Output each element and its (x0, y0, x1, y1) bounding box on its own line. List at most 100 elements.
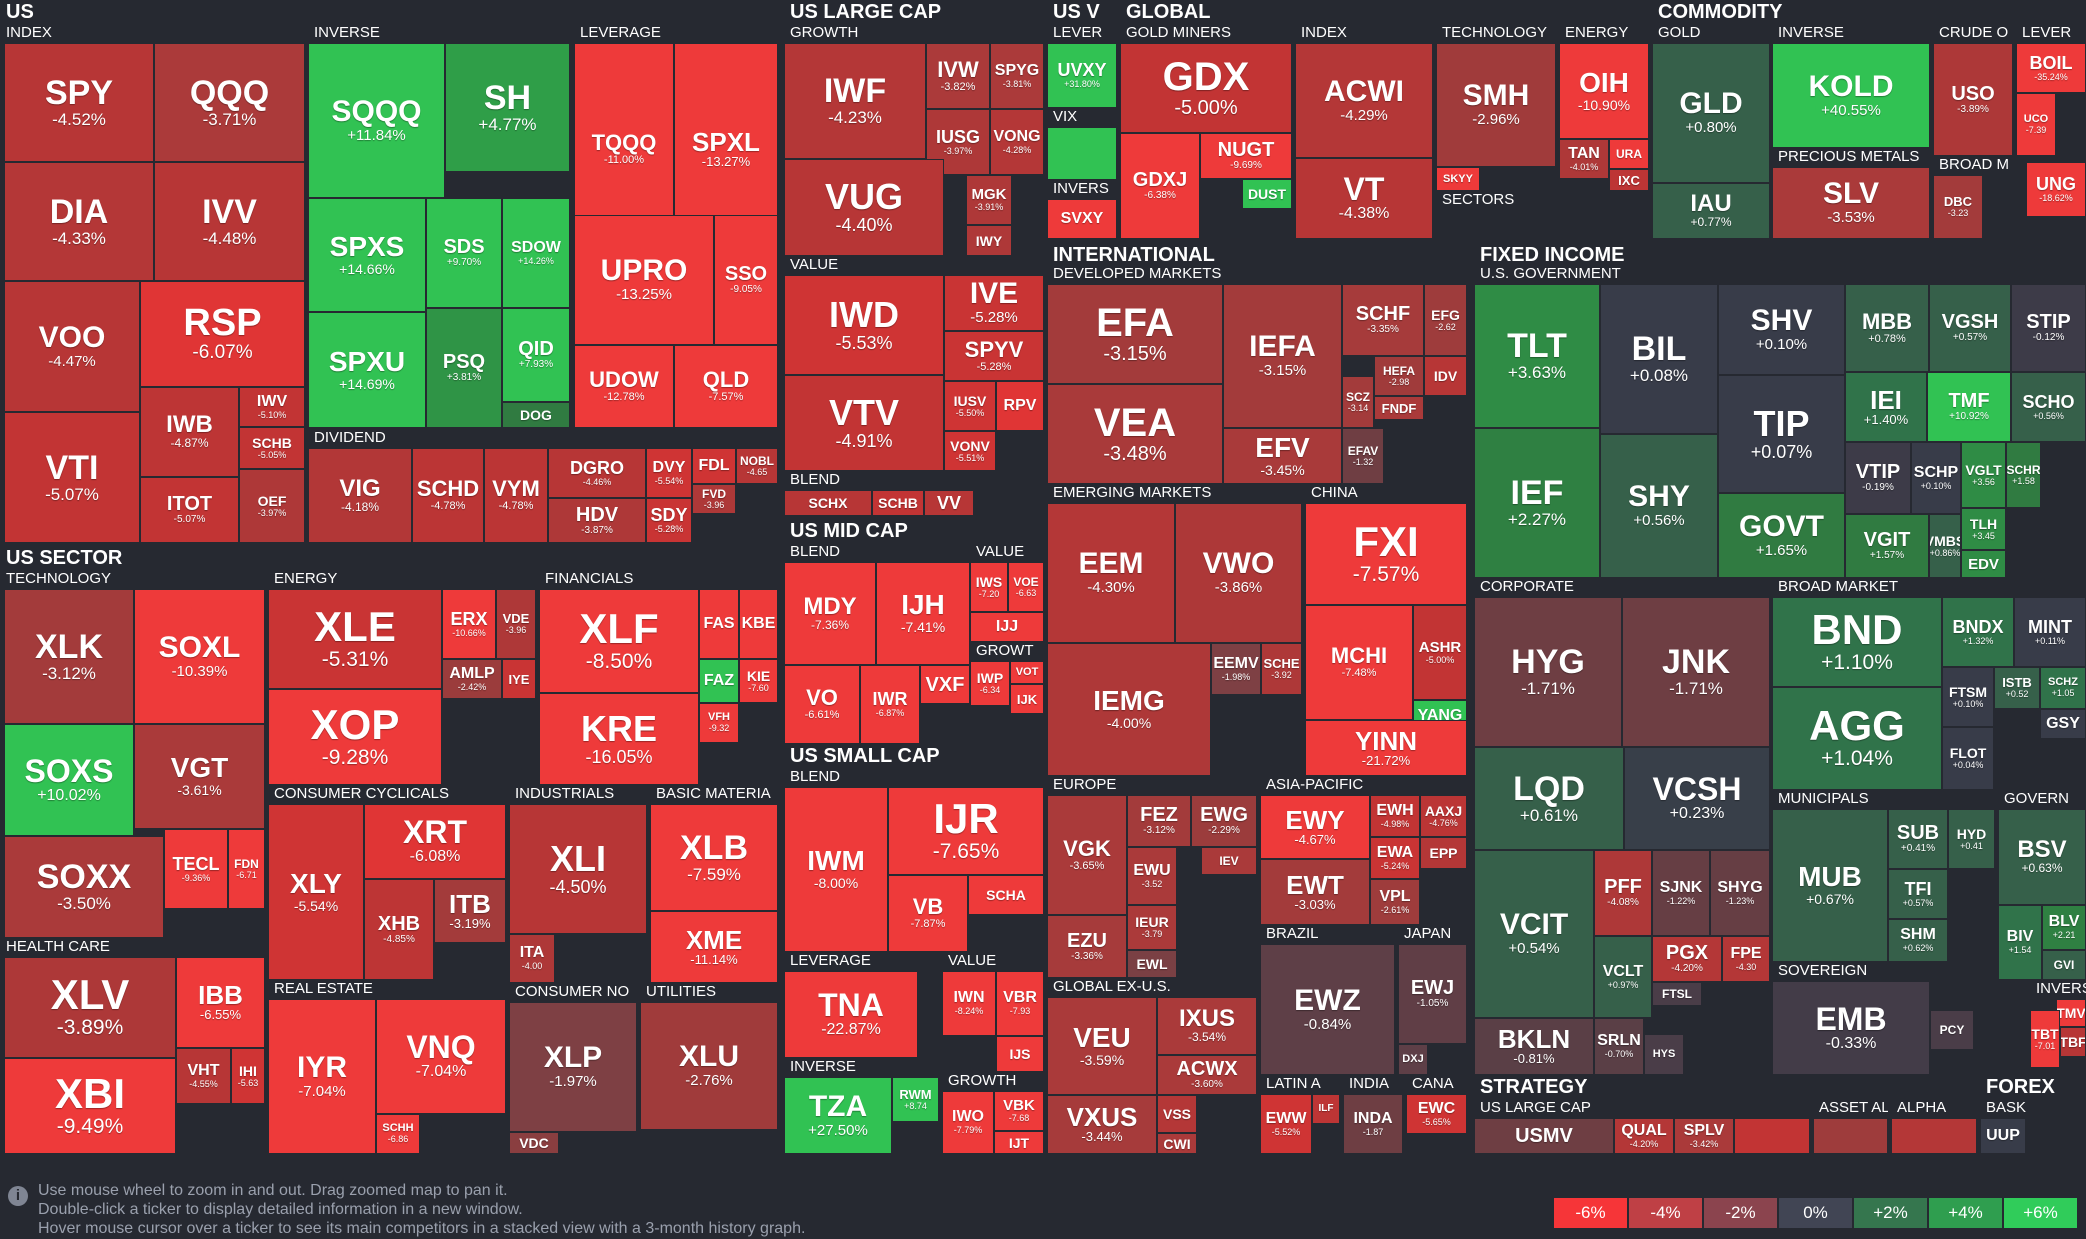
ticker-tile[interactable]: EWT -3.03% (1260, 859, 1370, 925)
ticker-tile[interactable]: SHYG -1.23% (1710, 850, 1770, 936)
ticker-tile[interactable] (1047, 127, 1117, 180)
ticker-tile[interactable]: FAS (699, 589, 739, 659)
ticker-tile[interactable]: DOG (502, 402, 570, 428)
ticker-tile[interactable]: XOP -9.28% (268, 689, 442, 785)
ticker-tile[interactable]: EFV -3.45% (1223, 428, 1342, 484)
ticker-tile[interactable]: UUP (1980, 1118, 2026, 1154)
ticker-tile[interactable]: GDXJ -6.38% (1120, 133, 1200, 239)
ticker-tile[interactable]: TBT -7.01 (2030, 1010, 2060, 1068)
ticker-tile[interactable]: VOT (1010, 661, 1044, 684)
ticker-tile[interactable]: SCHR +1.58 (2006, 442, 2041, 508)
ticker-tile[interactable]: ILF (1312, 1094, 1340, 1124)
ticker-tile[interactable]: GSY (2040, 709, 2086, 739)
ticker-tile[interactable]: AAXJ -4.76% (1420, 795, 1467, 837)
ticker-tile[interactable]: USMV (1474, 1118, 1614, 1154)
ticker-tile[interactable]: IEV (1201, 847, 1257, 875)
ticker-tile[interactable]: QID +7.93% (502, 308, 570, 402)
ticker-tile[interactable]: USO -3.89% (1933, 43, 2013, 156)
ticker-tile[interactable]: FLOT +0.04% (1942, 727, 1994, 790)
ticker-tile[interactable]: GOVT +1.65% (1718, 493, 1845, 578)
ticker-tile[interactable]: SCHD -4.78% (412, 448, 484, 543)
ticker-tile[interactable]: SPYV -5.28% (944, 331, 1044, 381)
ticker-tile[interactable]: EMB -0.33% (1772, 981, 1930, 1075)
ticker-tile[interactable]: PCY (1930, 1010, 1974, 1050)
ticker-tile[interactable]: QQQ -3.71% (154, 43, 305, 162)
ticker-tile[interactable]: BSV +0.63% (1998, 809, 2086, 905)
ticker-tile[interactable]: XLU -2.76% (640, 1002, 778, 1130)
ticker-tile[interactable]: MGK -3.91% (966, 175, 1012, 225)
ticker-tile[interactable]: VGSH +0.57% (1929, 284, 2011, 372)
ticker-tile[interactable]: XLF -8.50% (539, 589, 699, 693)
ticker-tile[interactable]: XLY -5.54% (268, 804, 364, 980)
ticker-tile[interactable]: RWM +8.74 (892, 1077, 939, 1122)
ticker-tile[interactable]: PFF -4.08% (1594, 850, 1652, 936)
ticker-tile[interactable]: EWG -2.29% (1191, 795, 1257, 847)
ticker-tile[interactable]: ITOT -5.07% (140, 477, 239, 543)
ticker-tile[interactable]: TMF +10.92% (1927, 372, 2011, 442)
ticker-tile[interactable]: KRE -16.05% (539, 693, 699, 785)
ticker-tile[interactable]: VEU -3.59% (1047, 997, 1157, 1095)
ticker-tile[interactable]: SCHX (784, 490, 872, 516)
ticker-tile[interactable]: EWY -4.67% (1260, 795, 1370, 859)
ticker-tile[interactable]: BNDX +1.32% (1942, 597, 2014, 667)
ticker-tile[interactable]: IYE (502, 659, 536, 699)
ticker-tile[interactable]: VTI -5.07% (4, 412, 140, 543)
ticker-tile[interactable]: VTIP -0.19% (1845, 442, 1911, 514)
ticker-tile[interactable]: EWU -3.52 (1127, 847, 1177, 905)
ticker-tile[interactable]: SLV -3.53% (1772, 167, 1930, 239)
ticker-tile[interactable]: VCIT +0.54% (1474, 850, 1594, 1018)
ticker-tile[interactable]: EWC -5.65% (1406, 1094, 1467, 1134)
ticker-tile[interactable]: ERX -10.66% (442, 589, 496, 659)
ticker-tile[interactable]: FEZ -3.12% (1127, 795, 1191, 847)
ticker-tile[interactable]: GVI (2042, 950, 2086, 980)
ticker-tile[interactable]: FDN -6.71 (228, 829, 265, 909)
ticker-tile[interactable]: SCZ -3.14 (1342, 376, 1374, 428)
ticker-tile[interactable]: TMV (2056, 999, 2086, 1027)
ticker-tile[interactable]: UCO -7.39 (2016, 93, 2056, 156)
ticker-tile[interactable]: SCHP +0.10% (1911, 442, 1961, 514)
ticker-tile[interactable]: IJT (994, 1131, 1044, 1154)
ticker-tile[interactable]: VSS (1157, 1095, 1197, 1133)
ticker-tile[interactable]: SOXS +10.02% (4, 724, 134, 836)
ticker-tile[interactable]: VXUS -3.44% (1047, 1095, 1157, 1154)
ticker-tile[interactable]: VOE -6.63 (1008, 562, 1044, 612)
ticker-tile[interactable]: QUAL -4.20% (1614, 1118, 1674, 1154)
ticker-tile[interactable]: OIH -10.90% (1559, 43, 1649, 139)
ticker-tile[interactable]: EWA -5.24% (1370, 837, 1420, 879)
ticker-tile[interactable]: XLV -3.89% (4, 957, 176, 1058)
ticker-tile[interactable]: RPV (996, 381, 1044, 431)
ticker-tile[interactable]: SDOW +14.26% (502, 198, 570, 308)
ticker-tile[interactable]: BKLN -0.81% (1474, 1018, 1594, 1075)
ticker-tile[interactable]: VGK -3.65% (1047, 795, 1127, 915)
ticker-tile[interactable]: EFG -2.62 (1424, 284, 1467, 356)
ticker-tile[interactable]: IXC (1609, 169, 1649, 191)
ticker-tile[interactable]: VYM -4.78% (484, 448, 548, 543)
ticker-tile[interactable]: XLP -1.97% (509, 1002, 637, 1132)
ticker-tile[interactable]: TBF (2060, 1027, 2086, 1057)
ticker-tile[interactable]: EFAV -1.32 (1342, 428, 1384, 484)
ticker-tile[interactable]: VHT -4.55% (176, 1048, 231, 1104)
ticker-tile[interactable]: SCHO +0.56% (2011, 372, 2086, 442)
ticker-tile[interactable]: IAU +0.77% (1652, 183, 1770, 239)
ticker-tile[interactable]: UVXY +31.80% (1047, 43, 1117, 108)
ticker-tile[interactable]: EWW -5.52% (1260, 1094, 1312, 1154)
ticker-tile[interactable]: SDS +9.70% (426, 198, 502, 308)
ticker-tile[interactable]: XLE -5.31% (268, 589, 442, 689)
ticker-tile[interactable]: TECL -9.36% (164, 829, 228, 909)
ticker-tile[interactable]: UPRO -13.25% (574, 215, 714, 345)
ticker-tile[interactable]: UDOW -12.78% (574, 345, 674, 428)
ticker-tile[interactable]: SSO -9.05% (714, 215, 778, 345)
ticker-tile[interactable]: DIA -4.33% (4, 162, 154, 281)
ticker-tile[interactable]: SH +4.77% (445, 43, 570, 172)
ticker-tile[interactable]: INDA -1.87 (1343, 1094, 1403, 1154)
ticker-tile[interactable]: GLD +0.80% (1652, 43, 1770, 183)
ticker-tile[interactable]: LQD +0.61% (1474, 747, 1624, 850)
ticker-tile[interactable]: IWV -5.10% (239, 387, 305, 427)
ticker-tile[interactable]: ISTB +0.52 (1994, 667, 2040, 709)
ticker-tile[interactable]: IWR -6.87% (860, 665, 920, 744)
ticker-tile[interactable]: EWL (1127, 950, 1177, 978)
ticker-tile[interactable]: SQQQ +11.84% (308, 43, 445, 198)
ticker-tile[interactable]: PGX -4.20% (1652, 936, 1722, 982)
ticker-tile[interactable]: MBB +0.78% (1845, 284, 1929, 372)
ticker-tile[interactable]: AMLP -2.42% (442, 659, 502, 699)
